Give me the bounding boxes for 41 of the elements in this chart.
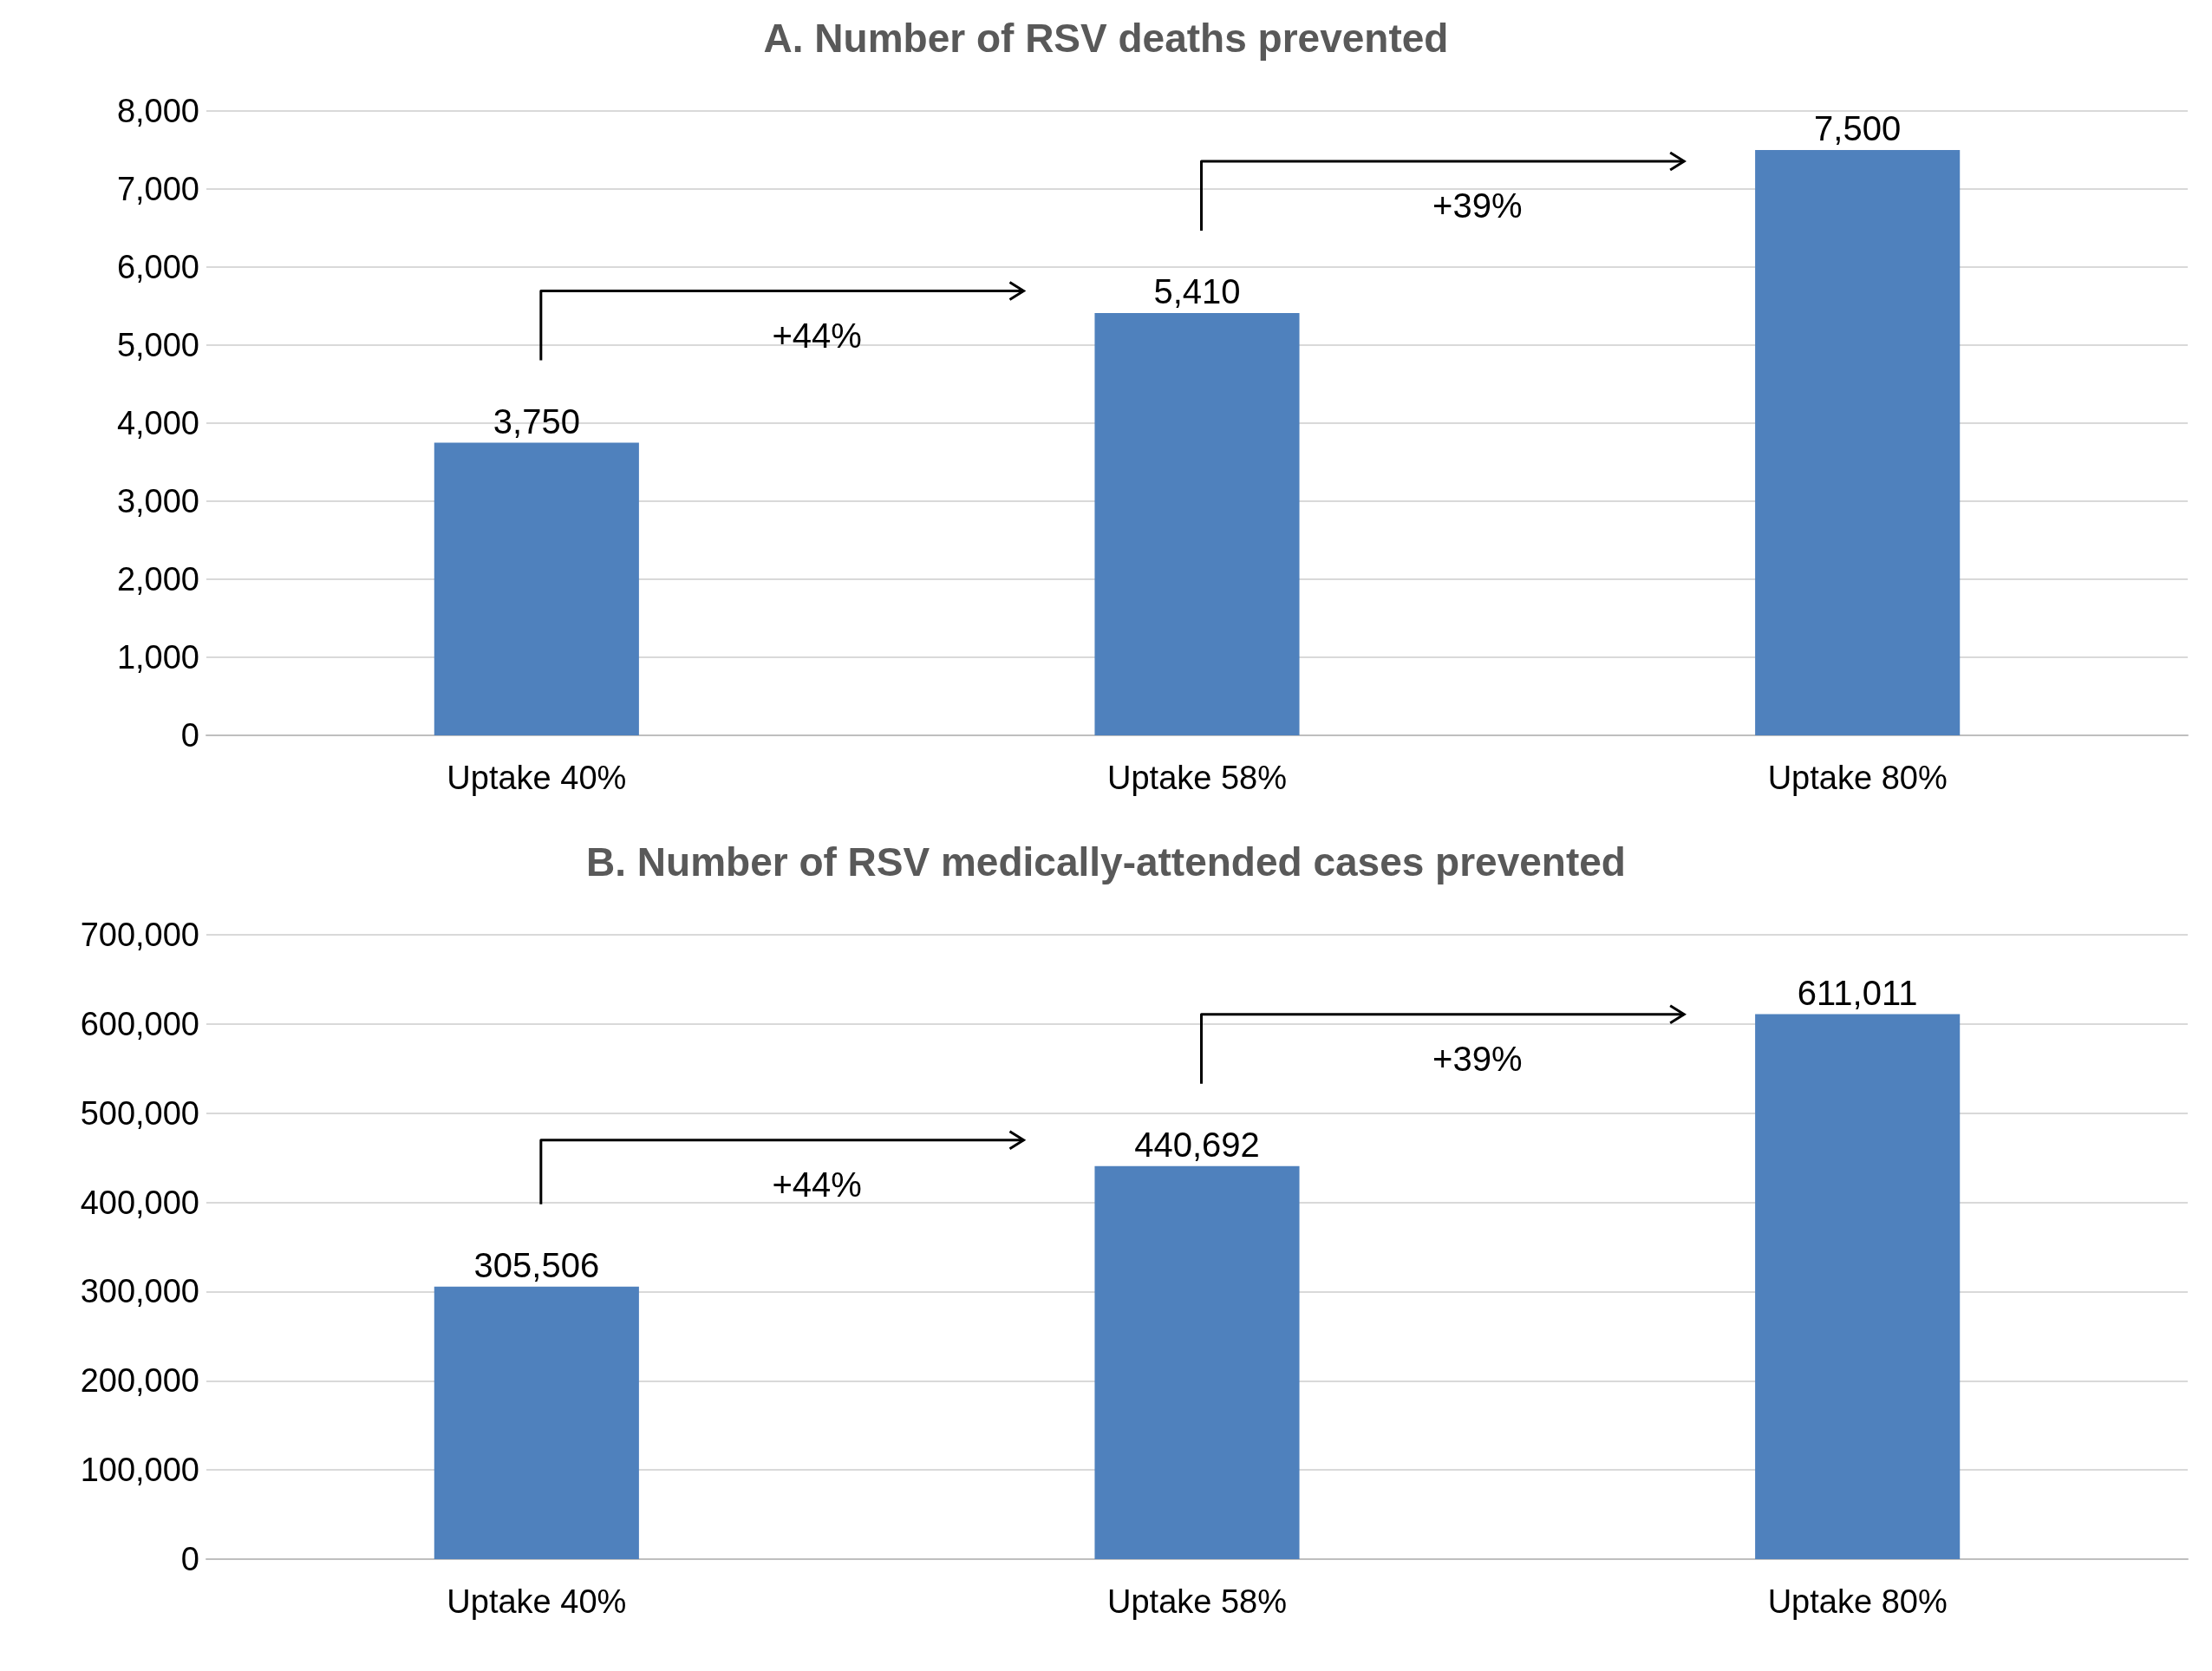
data-label: 3,750 [493, 401, 580, 441]
data-label: 7,500 [1814, 109, 1902, 147]
bar [1094, 1165, 1300, 1559]
bar [434, 442, 639, 735]
y-tick-label: 700,000 [80, 917, 199, 953]
y-tick-label: 0 [180, 717, 199, 754]
x-tick-label: Uptake 40% [447, 760, 627, 796]
y-tick-label: 6,000 [116, 249, 199, 285]
annotation: +44% [772, 316, 862, 355]
y-tick-label: 1,000 [116, 639, 199, 676]
y-tick-label: 0 [180, 1541, 199, 1577]
bar [1755, 1014, 1961, 1559]
bar [1094, 313, 1300, 735]
y-tick-label: 500,000 [80, 1094, 199, 1132]
y-tick-label: 7,000 [116, 171, 199, 207]
x-tick-label: Uptake 80% [1767, 1583, 1948, 1620]
y-tick-label: 3,000 [116, 483, 199, 519]
x-tick-label: Uptake 80% [1767, 760, 1948, 796]
x-tick-label: Uptake 40% [447, 1583, 627, 1620]
y-tick-label: 100,000 [80, 1452, 199, 1489]
annotation: +39% [1432, 1039, 1523, 1078]
y-tick-label: 600,000 [80, 1005, 199, 1042]
data-label: 440,692 [1134, 1125, 1260, 1164]
bar [1755, 150, 1961, 735]
annotation: +39% [1432, 186, 1523, 225]
y-tick-label: 400,000 [80, 1184, 199, 1221]
y-tick-label: 200,000 [80, 1362, 199, 1400]
annotation: +44% [772, 1165, 862, 1204]
y-tick-label: 5,000 [116, 327, 199, 363]
data-label: 305,506 [473, 1245, 600, 1284]
data-label: 5,410 [1153, 272, 1241, 311]
data-label: 611,011 [1797, 973, 1918, 1012]
x-tick-label: Uptake 58% [1106, 1583, 1288, 1620]
chart-title: B. Number of RSV medically-attended cases prevented [586, 839, 1626, 884]
chart-title: A. Number of RSV deaths prevented [763, 16, 1449, 61]
y-tick-label: 4,000 [116, 405, 199, 441]
y-tick-label: 8,000 [116, 93, 199, 129]
y-tick-label: 300,000 [80, 1273, 199, 1310]
y-tick-label: 2,000 [116, 561, 199, 597]
x-tick-label: Uptake 58% [1106, 760, 1288, 796]
bar [434, 1286, 639, 1559]
